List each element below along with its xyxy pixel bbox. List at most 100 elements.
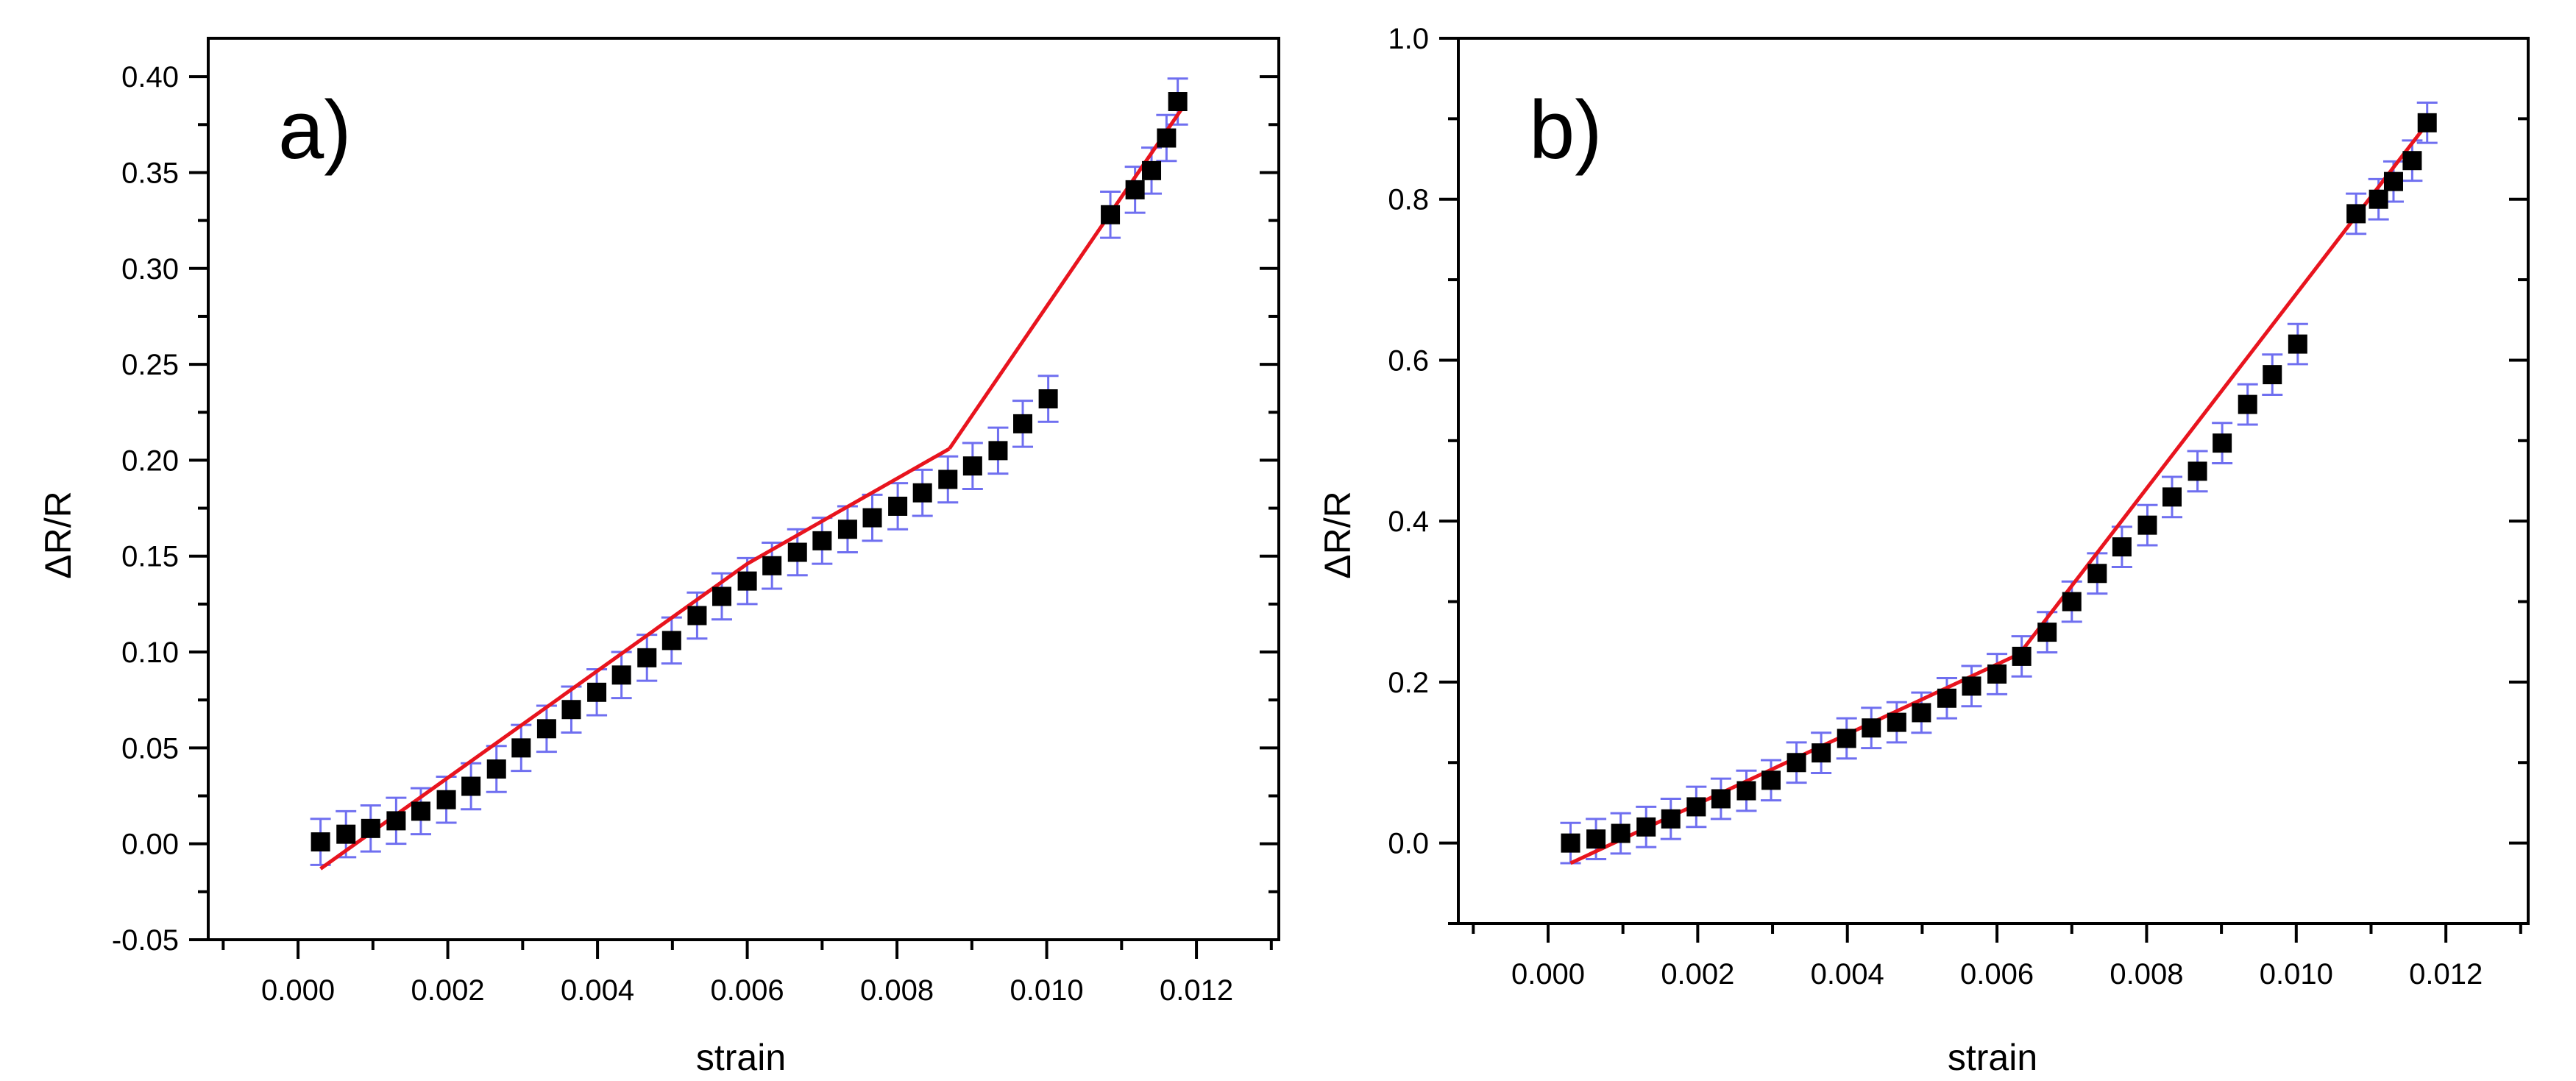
y-tick-label-b: 0.0 <box>1388 828 1429 860</box>
x-tick-label-b: 0.002 <box>1661 958 1734 990</box>
data-point-a <box>837 520 857 539</box>
data-point-a <box>712 586 731 606</box>
y-tick-label-a: 0.05 <box>121 732 179 765</box>
fit-line-a <box>319 447 951 871</box>
data-point-b <box>2162 487 2182 507</box>
x-tick-label-b: 0.012 <box>2409 958 2483 990</box>
data-point-a <box>1038 389 1058 408</box>
data-point-b <box>2346 204 2366 224</box>
x-tick-label-a: 0.002 <box>411 974 485 1007</box>
panel-a-ylabel: ΔR/R <box>38 491 79 579</box>
data-point-a <box>938 469 958 489</box>
x-tick-label-a: 0.008 <box>860 974 934 1007</box>
data-point-b <box>2402 151 2422 171</box>
data-point-a <box>336 824 356 844</box>
data-point-a <box>988 441 1008 461</box>
panel-a-label: a) <box>278 84 352 176</box>
data-point-a <box>587 682 607 702</box>
data-point-b <box>1912 703 1931 723</box>
data-point-b <box>1887 712 1906 732</box>
data-point-a <box>962 456 982 476</box>
y-tick-label-b: 0.4 <box>1388 506 1429 538</box>
data-point-b <box>2137 515 2157 535</box>
data-point-b <box>1937 688 1956 708</box>
x-tick-label-b: 0.000 <box>1511 958 1585 990</box>
data-point-b <box>1661 809 1681 829</box>
data-point-b <box>1786 753 1806 773</box>
data-point-b <box>1711 789 1731 809</box>
data-point-b <box>2288 334 2307 354</box>
data-point-b <box>1837 729 1856 748</box>
panel-a-xlabel: strain <box>696 1037 786 1078</box>
data-point-a <box>436 790 456 809</box>
y-tick-label-a: 0.35 <box>121 157 179 189</box>
data-point-a <box>1142 160 1162 180</box>
x-tick-label-b: 0.008 <box>2110 958 2183 990</box>
y-tick-label-b: 0.6 <box>1388 344 1429 377</box>
data-point-b <box>1561 833 1580 853</box>
y-tick-label-a: 0.15 <box>121 541 179 573</box>
data-point-a <box>912 483 932 503</box>
panel-b: b) strain ΔR/R 0.000 0.002 0.004 0.006 0.008… <box>1317 23 2530 1078</box>
data-point-a <box>862 508 882 528</box>
y-tick-label-a: 0.40 <box>121 61 179 93</box>
data-point-a <box>687 606 707 625</box>
data-point-b <box>2188 461 2207 481</box>
panel-b-xlabel: strain <box>1948 1037 2037 1078</box>
data-point-b <box>2369 189 2388 209</box>
data-point-b <box>2062 592 2082 612</box>
data-point-b <box>2383 171 2403 191</box>
data-point-b <box>2012 646 2032 666</box>
fit-line-a <box>948 108 1183 450</box>
y-tick-label-a: 0.20 <box>121 444 179 477</box>
data-point-a <box>361 818 380 838</box>
data-point-a <box>536 719 556 739</box>
x-tick-label-a: 0.006 <box>711 974 784 1007</box>
data-point-a <box>1157 128 1177 148</box>
y-tick-label-b: 0.8 <box>1388 184 1429 216</box>
x-tick-label-a: 0.010 <box>1010 974 1084 1007</box>
y-tick-label-b: 1.0 <box>1388 23 1429 55</box>
data-point-a <box>787 542 807 562</box>
data-point-b <box>1686 797 1706 817</box>
data-point-b <box>1586 829 1606 849</box>
x-tick-label-b: 0.004 <box>1811 958 1884 990</box>
data-point-a <box>611 665 631 685</box>
data-point-a <box>661 631 681 651</box>
data-point-b <box>1962 676 1981 696</box>
data-point-b <box>2238 394 2257 414</box>
data-point-a <box>1013 414 1033 433</box>
data-point-a <box>812 531 832 550</box>
data-point-a <box>386 811 406 831</box>
data-point-b <box>2037 623 2057 642</box>
data-point-b <box>1636 817 1656 837</box>
x-tick-label-b: 0.010 <box>2260 958 2333 990</box>
data-point-b <box>2263 365 2282 385</box>
y-tick-label-a: 0.10 <box>121 637 179 669</box>
data-point-b <box>1611 823 1631 843</box>
x-tick-label-a: 0.000 <box>261 974 335 1007</box>
panel-a: a) strain ΔR/R 0.000 0.002 0.004 0.006 0.008… <box>38 37 1280 1078</box>
data-point-a <box>511 738 531 758</box>
data-point-b <box>2417 113 2437 132</box>
data-point-a <box>561 700 581 720</box>
plot-frame-a <box>207 37 1280 941</box>
data-point-a <box>311 832 330 852</box>
data-point-b <box>1736 781 1756 801</box>
data-point-a <box>637 648 657 667</box>
plot-frame-b <box>1457 37 2530 925</box>
x-tick-label-a: 0.004 <box>561 974 634 1007</box>
data-point-a <box>762 556 782 575</box>
data-point-a <box>1101 205 1121 224</box>
data-point-b <box>2213 433 2232 453</box>
x-tick-label-a: 0.012 <box>1160 974 1233 1007</box>
data-point-a <box>888 496 908 516</box>
panel-b-ylabel: ΔR/R <box>1317 491 1358 579</box>
data-point-a <box>1125 180 1145 199</box>
panel-b-label: b) <box>1529 84 1603 176</box>
x-tick-label-b: 0.006 <box>1960 958 2034 990</box>
y-tick-label-a: 0.30 <box>121 253 179 286</box>
y-tick-label-a: 0.25 <box>121 349 179 381</box>
data-point-a <box>486 759 506 779</box>
